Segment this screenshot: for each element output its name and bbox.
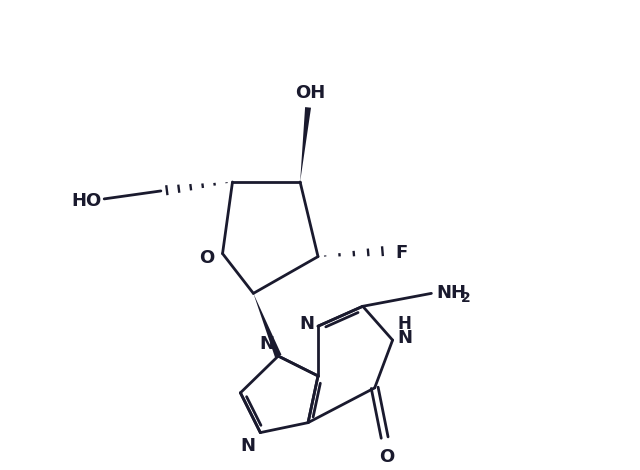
Text: F: F	[396, 243, 408, 262]
Text: N: N	[299, 315, 314, 333]
Text: OH: OH	[295, 85, 325, 102]
Text: O: O	[379, 447, 394, 465]
Polygon shape	[300, 107, 311, 182]
Polygon shape	[253, 293, 282, 357]
Text: N: N	[241, 437, 255, 454]
Text: 2: 2	[461, 291, 471, 306]
Text: N: N	[259, 335, 275, 353]
Text: H: H	[397, 315, 412, 333]
Text: O: O	[199, 249, 214, 266]
Text: NH: NH	[436, 284, 467, 302]
Text: N: N	[397, 329, 413, 347]
Text: HO: HO	[71, 192, 101, 210]
